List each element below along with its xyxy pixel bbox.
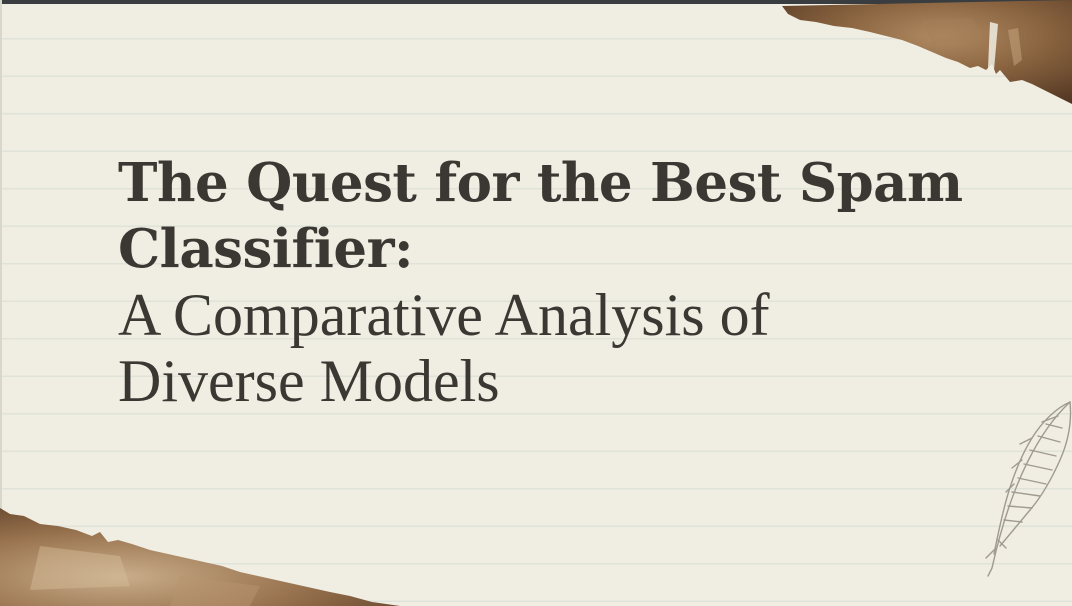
title-block: The Quest for the Best Spam Classifier: … xyxy=(118,150,998,414)
top-right-paper-scrap xyxy=(782,0,1072,104)
window-top-border xyxy=(0,0,1072,4)
slide-left-edge xyxy=(0,0,2,606)
feather-quill-icon xyxy=(985,401,1072,577)
slide-title-line-1: The Quest for the Best Spam xyxy=(118,152,963,214)
slide-title-line-2: Classifier: xyxy=(118,218,414,280)
bottom-left-paper-scrap xyxy=(0,508,400,606)
slide-subtitle-line-1: A Comparative Analysis of xyxy=(118,282,770,348)
slide-subtitle-line-2: Diverse Models xyxy=(118,348,500,414)
